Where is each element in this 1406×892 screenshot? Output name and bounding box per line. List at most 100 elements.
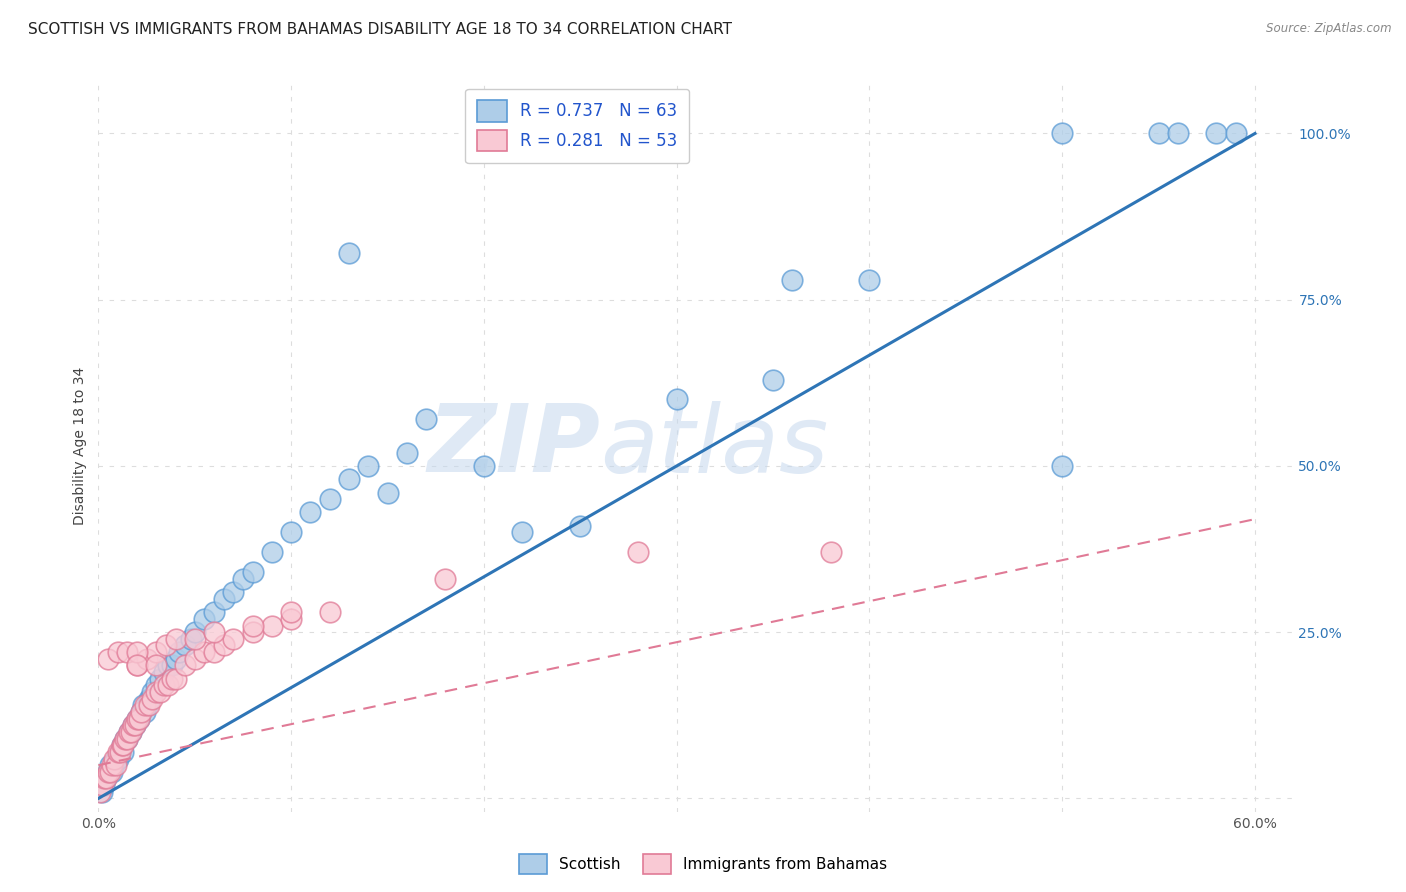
Point	[260, 545, 283, 559]
Point	[762, 372, 785, 386]
Point	[98, 758, 121, 772]
Point	[160, 672, 183, 686]
Point	[117, 731, 139, 746]
Point	[118, 725, 141, 739]
Point	[1050, 127, 1073, 141]
Point	[193, 645, 215, 659]
Point	[125, 712, 148, 726]
Point	[107, 745, 129, 759]
Point	[627, 545, 650, 559]
Point	[97, 764, 120, 779]
Point	[104, 758, 127, 772]
Point	[94, 772, 117, 786]
Point	[145, 685, 167, 699]
Point	[280, 612, 302, 626]
Text: atlas: atlas	[600, 401, 828, 491]
Point	[858, 273, 880, 287]
Text: Source: ZipAtlas.com: Source: ZipAtlas.com	[1267, 22, 1392, 36]
Point	[242, 618, 264, 632]
Point	[202, 605, 225, 619]
Point	[212, 591, 235, 606]
Point	[125, 658, 148, 673]
Point	[114, 731, 136, 746]
Point	[782, 273, 804, 287]
Point	[114, 731, 136, 746]
Point	[108, 745, 131, 759]
Point	[1050, 458, 1073, 473]
Point	[120, 725, 142, 739]
Text: SCOTTISH VS IMMIGRANTS FROM BAHAMAS DISABILITY AGE 18 TO 34 CORRELATION CHART: SCOTTISH VS IMMIGRANTS FROM BAHAMAS DISA…	[28, 22, 733, 37]
Point	[107, 645, 129, 659]
Point	[153, 665, 176, 679]
Point	[139, 691, 162, 706]
Point	[160, 658, 183, 673]
Point	[202, 625, 225, 640]
Point	[89, 785, 111, 799]
Point	[122, 718, 145, 732]
Point	[155, 639, 177, 653]
Point	[280, 605, 302, 619]
Point	[415, 412, 437, 426]
Point	[165, 672, 187, 686]
Point	[135, 652, 157, 666]
Point	[156, 658, 179, 673]
Point	[212, 639, 235, 653]
Point	[97, 764, 120, 779]
Point	[222, 585, 245, 599]
Point	[512, 525, 534, 540]
Point	[184, 632, 207, 646]
Point	[377, 485, 399, 500]
Point	[93, 772, 115, 786]
Point	[472, 458, 495, 473]
Point	[101, 764, 124, 779]
Point	[145, 645, 167, 659]
Point	[319, 492, 342, 507]
Point	[169, 645, 191, 659]
Y-axis label: Disability Age 18 to 34: Disability Age 18 to 34	[73, 367, 87, 525]
Point	[117, 731, 139, 746]
Point	[110, 738, 132, 752]
Point	[141, 685, 163, 699]
Point	[242, 566, 264, 580]
Point	[222, 632, 245, 646]
Point	[145, 658, 167, 673]
Point	[149, 672, 172, 686]
Point	[110, 738, 132, 752]
Point	[97, 652, 120, 666]
Point	[134, 698, 156, 713]
Point	[434, 572, 457, 586]
Point	[129, 705, 152, 719]
Point	[134, 705, 156, 719]
Point	[184, 652, 207, 666]
Point	[94, 772, 117, 786]
Point	[141, 691, 163, 706]
Point	[337, 472, 360, 486]
Point	[820, 545, 842, 559]
Point	[165, 632, 187, 646]
Point	[395, 445, 418, 459]
Point	[129, 705, 152, 719]
Point	[122, 718, 145, 732]
Point	[193, 612, 215, 626]
Point	[1205, 127, 1227, 141]
Point	[128, 712, 150, 726]
Point	[184, 625, 207, 640]
Point	[232, 572, 254, 586]
Point	[103, 751, 125, 765]
Point	[103, 758, 125, 772]
Point	[91, 778, 114, 792]
Point	[1167, 127, 1189, 141]
Point	[156, 678, 179, 692]
Point	[125, 658, 148, 673]
Point	[299, 506, 322, 520]
Point	[125, 645, 148, 659]
Point	[104, 751, 127, 765]
Point	[280, 525, 302, 540]
Point	[202, 645, 225, 659]
Point	[153, 678, 176, 692]
Point	[180, 632, 202, 646]
Point	[319, 605, 342, 619]
Point	[101, 758, 124, 772]
Point	[1147, 127, 1170, 141]
Point	[128, 712, 150, 726]
